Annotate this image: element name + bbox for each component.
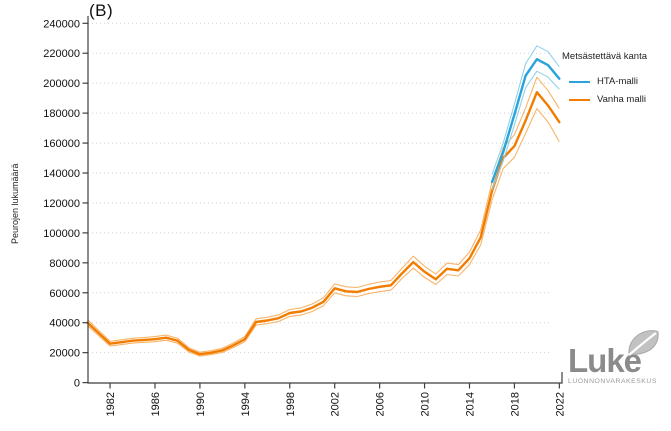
x-tick-label: 2002 — [330, 392, 342, 416]
series-vanha-malli-line — [86, 90, 561, 356]
y-axis-label: Peurojen lukumäärä — [10, 163, 20, 244]
series-hta-malli-line — [490, 58, 561, 184]
series-hta-malli-lower-band — [491, 70, 560, 190]
legend-item-hta-malli: HTA-malli — [562, 75, 647, 88]
legend-item-label: HTA-malli — [597, 76, 638, 87]
vanha-malli-line-swatch — [569, 98, 590, 101]
y-tick-label: 120000 — [43, 198, 80, 210]
y-tick-label: 40000 — [49, 318, 80, 330]
x-tick-label: 2006 — [375, 392, 387, 416]
y-tick-label: 80000 — [49, 258, 80, 270]
x-tick-label: 2010 — [420, 392, 432, 416]
series-hta-malli-upper-band — [491, 45, 560, 175]
x-tick-label: 1990 — [195, 392, 207, 416]
series-vanha-malli-upper-band — [87, 76, 560, 353]
x-tick-label: 2022 — [554, 392, 566, 416]
y-tick-label: 0 — [74, 378, 80, 390]
x-tick-label: 2014 — [464, 392, 476, 416]
x-tick-label: 1998 — [285, 392, 297, 416]
y-tick-label: 240000 — [43, 18, 80, 30]
y-tick-label: 140000 — [43, 168, 80, 180]
luke-logo: Luke LUONNONVARAKESKUS — [568, 330, 668, 385]
x-tick-label: 1982 — [105, 392, 117, 416]
legend: Metsästettävä kanta HTA-malli Vanha mall… — [562, 51, 647, 111]
legend-item-vanha-malli: Vanha malli — [562, 93, 647, 106]
chart-title: (B) — [89, 1, 114, 20]
x-tick-label: 2018 — [509, 392, 521, 416]
luke-logo-wordmark: Luke — [568, 330, 668, 381]
legend-item-label: Vanha malli — [597, 94, 646, 105]
axis-lines — [87, 16, 563, 384]
y-tick-label: 180000 — [43, 108, 80, 120]
x-tick-label: 1994 — [240, 392, 252, 416]
y-tick-label: 20000 — [49, 348, 80, 360]
y-tick-label: 200000 — [43, 78, 80, 90]
x-tick-label: 1986 — [150, 392, 162, 416]
y-tick-label: 160000 — [43, 138, 80, 150]
leaf-icon — [628, 330, 659, 356]
legend-title: Metsästettävä kanta — [562, 51, 648, 62]
y-tick-label: 60000 — [49, 288, 80, 300]
luke-logo-subtitle: LUONNONVARAKESKUS — [568, 378, 657, 385]
y-tick-label: 100000 — [43, 228, 80, 240]
y-tick-label: 220000 — [43, 48, 80, 60]
hta-malli-line-swatch — [569, 80, 590, 83]
series-vanha-malli-lower-band — [87, 108, 560, 357]
